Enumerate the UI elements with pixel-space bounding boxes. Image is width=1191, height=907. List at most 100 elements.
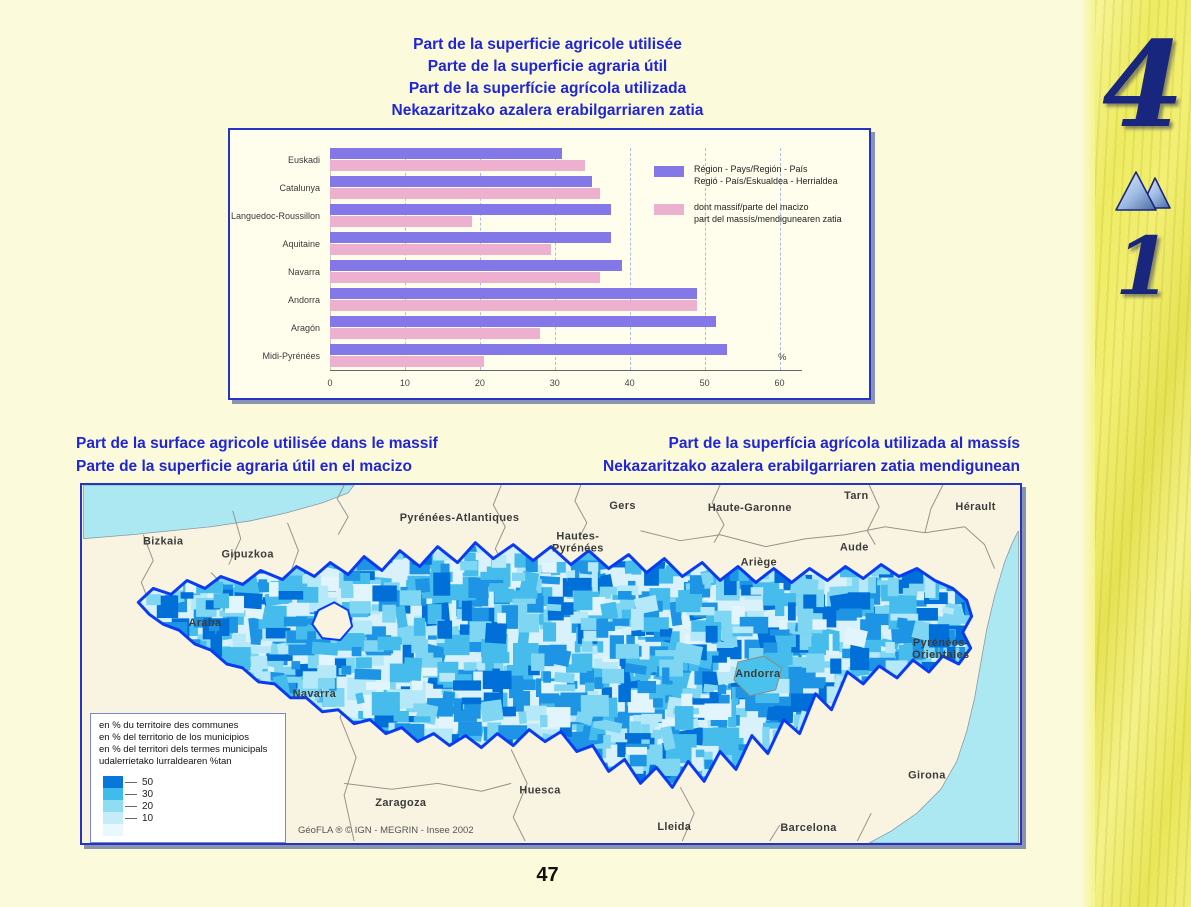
- bar-region-share: [330, 148, 563, 159]
- chart-row: Catalunya: [279, 174, 802, 202]
- category-label: Euskadi: [287, 155, 320, 165]
- bar-massif-share: [330, 216, 473, 227]
- map-legend-line: en % du territoire des communes: [99, 720, 239, 731]
- map-label-andorra: Andorra: [735, 668, 781, 680]
- legend-label: Région - Pays/Región - País Regió - País/…: [694, 164, 838, 186]
- chart-row: Navarra: [288, 258, 802, 286]
- bar-region-share: [330, 288, 698, 299]
- ramp-tick: [125, 817, 137, 819]
- map-label-bizkaia: Bizkaia: [143, 536, 184, 548]
- ramp-swatch: [103, 776, 123, 788]
- chart-row: Aragón: [291, 314, 802, 342]
- chart-row: Euskadi: [288, 146, 802, 174]
- category-label: Navarra: [287, 267, 320, 277]
- chart-row: Aquitaine: [282, 230, 802, 258]
- legend-swatch: [654, 166, 684, 177]
- category-label: Languedoc-Roussillon: [230, 211, 320, 221]
- bar-massif-share: [330, 300, 698, 311]
- map-label-pyr-n-es-atlantiques: Pyrénées-Atlantiques: [400, 512, 520, 524]
- bar-region-share: [330, 232, 611, 243]
- map-legend-text: en % du territoire des communes en % del …: [99, 720, 277, 768]
- map-label-aude: Aude: [840, 542, 869, 554]
- atlantic-sea: [83, 485, 355, 540]
- chart-rows: Euskadi Catalunya Languedoc-Roussillon Aqui…: [231, 146, 802, 371]
- bar-massif-share: [330, 188, 600, 199]
- map-title-eu: Nekazaritzako azalera erabilgarriaren za…: [603, 458, 1020, 475]
- chart-legend: Région - Pays/Región - País Regió - País/…: [654, 164, 868, 240]
- bar-region-share: [330, 176, 593, 187]
- chapter-sidebar: 4 1: [1081, 0, 1191, 907]
- x-tick-label: 10: [399, 378, 410, 388]
- gridline: [479, 148, 481, 370]
- x-tick-label: 30: [549, 378, 560, 388]
- gridline: [404, 148, 406, 370]
- ramp-row: 50: [103, 776, 277, 788]
- gridline: [779, 148, 781, 370]
- bar-region-share: [330, 316, 716, 327]
- mediterranean-sea: [869, 530, 1019, 843]
- chapter-number: 4: [1101, 15, 1185, 154]
- map-legend-line: en % del territorio de los municipios: [99, 732, 249, 743]
- map-title-right: Part de la superfícia agrícola utilizada…: [603, 432, 1020, 478]
- mountains-icon: [1115, 171, 1171, 211]
- map-legend-line: udalerrietako lurraldearen %tan: [99, 756, 232, 767]
- chart-title-eu: Nekazaritzako azalera erabilgarriaren za…: [391, 102, 704, 119]
- map-label-gipuzkoa: Gipuzkoa: [222, 549, 275, 561]
- ramp-label: 20: [142, 800, 154, 812]
- bar-massif-share: [330, 244, 552, 255]
- map-attribution: GéoFLA ® © IGN - MEGRIN - Insee 2002: [298, 825, 474, 836]
- ramp-row: 20: [103, 800, 277, 812]
- ramp-label: 30: [142, 788, 154, 800]
- legend-entry: Région - Pays/Región - País Regió - País/…: [654, 164, 868, 187]
- map-label-lleida: Lleida: [657, 821, 691, 833]
- category-label: Aquitaine: [282, 239, 320, 249]
- chart-title-ca: Part de la superfície agrícola utilizada: [408, 80, 687, 97]
- chart-title-es: Parte de la superficie agraria útil: [427, 58, 668, 75]
- legend-entry: dont massif/parte del macizo part del mas…: [654, 202, 868, 225]
- bar-chart-plot-area: Euskadi Catalunya Languedoc-Roussillon Aqui…: [231, 146, 802, 388]
- x-tick-label: 40: [624, 378, 635, 388]
- chart-unit-label: %: [778, 352, 787, 363]
- gridline: [330, 148, 331, 370]
- gridline: [704, 148, 706, 370]
- map-label-haute-garonne: Haute-Garonne: [708, 502, 792, 514]
- x-tick-label: 60: [774, 378, 785, 388]
- map-canvas: Bizkaia Gipuzkoa Araba Navarra Pyrénées-Atla…: [83, 485, 1019, 843]
- ramp-swatch: [103, 800, 123, 812]
- map-labels: Bizkaia Gipuzkoa Araba Navarra Pyrénées-Atla…: [143, 490, 995, 834]
- map-label-tarn: Tarn: [844, 490, 868, 502]
- bar-massif-share: [330, 328, 540, 339]
- ramp-label: 50: [142, 776, 154, 788]
- map-label-pyr-n-es: Pyrénées-Orientales: [912, 637, 969, 661]
- page-number: 47: [536, 864, 559, 886]
- map-label-huesca: Huesca: [519, 784, 561, 796]
- ramp-row: [103, 824, 277, 836]
- gridline: [629, 148, 631, 370]
- pyrenees-map: Bizkaia Gipuzkoa Araba Navarra Pyrénées-Atla…: [80, 483, 1022, 845]
- bar-massif-share: [330, 160, 585, 171]
- ramp-tick: [125, 781, 137, 783]
- map-label-gers: Gers: [609, 500, 636, 512]
- chart-title-block: Part de la superficie agricole utilisée …: [0, 34, 1095, 122]
- x-tick-label: 50: [699, 378, 710, 388]
- map-title-ca: Part de la superfícia agrícola utilizada…: [668, 435, 1020, 452]
- map-label-navarra: Navarra: [293, 688, 337, 700]
- category-label: Andorra: [287, 295, 320, 305]
- ramp-label: 10: [142, 812, 154, 824]
- chart-title-fr: Part de la superficie agricole utilisée: [413, 36, 682, 53]
- map-title-left: Part de la surface agricole utilisée dan…: [76, 432, 438, 478]
- legend-label: dont massif/parte del macizo part del mas…: [694, 202, 842, 224]
- massif-enclave: [311, 601, 354, 642]
- chart-row: Andorra: [288, 286, 802, 314]
- ramp-swatch: [103, 788, 123, 800]
- map-label-barcelona: Barcelona: [780, 822, 837, 834]
- map-label-hautes: Hautes-Pyrénées: [552, 531, 604, 555]
- bar-region-share: [330, 204, 611, 215]
- map-label-araba: Araba: [188, 617, 221, 629]
- legend-swatch: [654, 204, 684, 215]
- category-label: Catalunya: [279, 183, 320, 193]
- ramp-row: 10: [103, 812, 277, 824]
- andorra-area: [733, 655, 783, 697]
- category-label: Aragón: [290, 323, 320, 333]
